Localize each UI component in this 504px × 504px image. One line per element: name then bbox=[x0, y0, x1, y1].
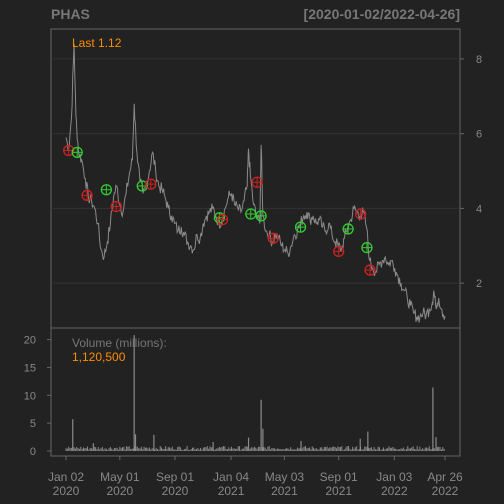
x-tick-label: Jan 02 bbox=[48, 470, 84, 484]
x-tick-label: Sep 01 bbox=[320, 470, 358, 484]
price-tick-label: 6 bbox=[476, 129, 482, 141]
signal-markers bbox=[63, 144, 376, 276]
volume-bars bbox=[65, 335, 445, 451]
volume-value: 1,120,500 bbox=[72, 350, 126, 364]
volume-panel-frame bbox=[50, 327, 461, 457]
volume-tick-label: 0 bbox=[30, 446, 36, 458]
volume-tick-label: 5 bbox=[30, 418, 36, 430]
buy-signal-marker bbox=[361, 241, 373, 254]
x-tick-year: 2021 bbox=[218, 484, 245, 498]
x-tick-label: Jan 04 bbox=[213, 470, 249, 484]
sell-signal-marker bbox=[333, 245, 345, 258]
sell-signal-marker bbox=[216, 213, 229, 226]
sell-signal-marker bbox=[267, 232, 279, 244]
price-y-axis: 2 4 6 8 bbox=[460, 54, 482, 290]
volume-y-axis: 0 5 10 15 20 bbox=[24, 335, 51, 458]
date-range-title: [2020-01-02/2022-04-26] bbox=[304, 6, 460, 22]
x-tick-year: 2020 bbox=[106, 484, 133, 498]
x-tick-year: 2022 bbox=[432, 484, 459, 498]
x-tick-year: 2021 bbox=[325, 484, 352, 498]
buy-signal-marker bbox=[342, 223, 354, 235]
sell-signal-marker bbox=[145, 178, 157, 190]
sell-signal-marker bbox=[355, 208, 367, 220]
x-tick-label: Sep 01 bbox=[156, 470, 194, 484]
volume-label: Volume (millions): bbox=[72, 336, 167, 350]
last-price-label: Last 1.12 bbox=[72, 36, 122, 50]
buy-signal-marker bbox=[245, 208, 257, 220]
sell-signal-marker bbox=[110, 200, 122, 213]
x-tick-label: May 01 bbox=[100, 470, 140, 484]
x-tick-year: 2021 bbox=[271, 484, 298, 498]
price-tick-label: 8 bbox=[476, 54, 482, 66]
price-line bbox=[65, 43, 446, 323]
price-tick-label: 4 bbox=[476, 203, 482, 215]
volume-tick-label: 20 bbox=[24, 335, 36, 347]
x-tick-label: Apr 26 bbox=[427, 470, 463, 484]
volume-tick-label: 10 bbox=[24, 390, 36, 402]
sell-signal-marker bbox=[81, 189, 93, 201]
x-tick-year: 2022 bbox=[381, 484, 408, 498]
sell-signal-marker bbox=[251, 176, 263, 188]
buy-signal-marker bbox=[294, 221, 307, 233]
x-tick-year: 2020 bbox=[162, 484, 189, 498]
price-grid bbox=[51, 58, 460, 284]
x-tick-label: May 03 bbox=[265, 470, 305, 484]
buy-signal-marker bbox=[255, 210, 267, 222]
x-tick-year: 2020 bbox=[53, 484, 80, 498]
sell-signal-marker bbox=[364, 264, 376, 276]
buy-signal-marker bbox=[71, 146, 83, 158]
x-tick-label: Jan 03 bbox=[376, 470, 412, 484]
price-tick-label: 2 bbox=[476, 278, 482, 290]
buy-signal-marker bbox=[100, 184, 113, 196]
volume-tick-label: 15 bbox=[24, 362, 36, 374]
symbol-title: PHAS bbox=[51, 6, 90, 22]
